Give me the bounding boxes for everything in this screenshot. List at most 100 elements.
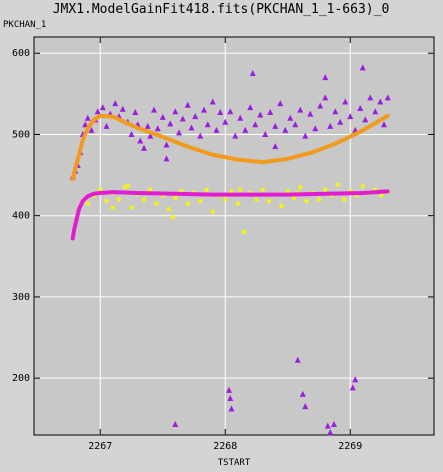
y-tick-label: 200	[12, 373, 30, 384]
fit-point	[86, 194, 90, 198]
triangle-marker	[357, 104, 364, 111]
triangle-marker	[132, 109, 139, 116]
triangle-marker	[312, 125, 319, 132]
triangle-marker	[381, 121, 387, 128]
triangle-marker	[144, 122, 151, 129]
triangle-marker	[272, 122, 279, 129]
fit-point	[92, 118, 96, 122]
axis-ticks: 2267 2268 2269 200 300 400 500 600	[12, 37, 434, 452]
triangle-marker	[141, 144, 147, 151]
triangle-marker	[367, 94, 374, 101]
triangle-marker	[213, 126, 220, 133]
triangle-marker	[324, 422, 331, 429]
y-axis-label: PKCHAN_1	[3, 20, 46, 30]
grid	[34, 37, 434, 435]
triangle-marker	[331, 420, 337, 427]
square-marker	[167, 207, 171, 212]
triangle-marker	[377, 98, 384, 105]
triangle-marker	[163, 155, 170, 162]
triangle-marker	[154, 125, 161, 132]
square-marker	[229, 189, 234, 194]
fit-series-2	[70, 113, 390, 182]
triangle-marker	[119, 105, 126, 112]
triangle-marker	[222, 118, 229, 125]
square-marker	[323, 187, 328, 192]
fit-point	[211, 192, 215, 197]
fit-point	[81, 199, 85, 203]
square-marker	[85, 201, 90, 206]
y-tick-label: 300	[12, 292, 30, 303]
square-marker	[298, 185, 303, 190]
square-marker	[235, 201, 240, 206]
triangle-marker	[349, 384, 356, 391]
square-marker	[198, 199, 203, 204]
triangle-marker	[327, 429, 334, 436]
fit-point	[92, 192, 96, 196]
square-marker	[210, 209, 215, 214]
triangle-marker	[262, 130, 269, 137]
square-marker	[123, 185, 128, 190]
square-marker	[170, 215, 175, 220]
triangle-marker	[359, 64, 366, 71]
triangle-marker	[249, 70, 256, 77]
triangle-marker	[184, 101, 191, 108]
x-tick-label: 2267	[88, 441, 112, 452]
square-marker	[179, 189, 184, 194]
square-marker	[142, 197, 146, 202]
fit-point	[74, 218, 79, 222]
fit-point	[98, 114, 102, 118]
triangle-marker	[82, 121, 89, 128]
square-marker	[254, 197, 259, 202]
square-marker	[129, 205, 134, 210]
fit-point	[386, 189, 390, 193]
triangle-marker	[94, 108, 101, 115]
square-marker	[204, 187, 209, 192]
fit-point	[336, 140, 340, 145]
triangle-marker	[287, 114, 294, 121]
fit-point	[286, 192, 290, 197]
triangle-marker	[84, 114, 91, 121]
square-marker	[304, 199, 309, 204]
x-tick-label: 2268	[213, 441, 237, 452]
square-marker	[317, 197, 321, 202]
fit-point	[261, 160, 265, 164]
triangle-marker	[317, 102, 324, 109]
triangle-marker	[267, 109, 274, 116]
square-marker	[360, 184, 365, 189]
triangle-marker	[172, 108, 179, 115]
triangle-marker	[226, 386, 232, 393]
triangle-marker	[237, 114, 244, 121]
triangle-marker	[332, 108, 339, 115]
triangle-marker	[372, 108, 379, 115]
fit-point	[111, 115, 115, 119]
triangle-marker	[112, 100, 119, 107]
fit-point	[86, 126, 90, 130]
square-marker	[125, 183, 130, 188]
fit-point	[123, 120, 127, 124]
fit-point	[111, 190, 115, 194]
square-marker	[154, 201, 159, 206]
triangle-marker	[192, 113, 199, 120]
square-marker	[354, 193, 359, 198]
triangle-marker	[327, 122, 334, 129]
square-marker	[260, 187, 265, 192]
triangle-marker	[209, 98, 216, 105]
fit-point	[311, 150, 315, 154]
triangle-marker	[137, 137, 144, 144]
triangle-marker	[352, 376, 359, 383]
fit-point	[361, 128, 365, 133]
triangle-marker	[252, 121, 259, 128]
triangle-marker	[88, 126, 95, 133]
x-tick-label: 2269	[338, 441, 362, 452]
square-marker	[379, 193, 384, 198]
triangle-marker	[242, 126, 249, 133]
plot-area	[33, 36, 435, 436]
y-tick-label: 500	[12, 129, 30, 140]
triangle-marker	[128, 130, 135, 137]
triangle-marker	[147, 132, 154, 139]
fit-point	[361, 191, 365, 195]
square-marker	[242, 229, 246, 234]
square-marker	[117, 197, 121, 202]
triangle-marker	[232, 132, 239, 139]
y-tick-label: 400	[12, 211, 30, 222]
